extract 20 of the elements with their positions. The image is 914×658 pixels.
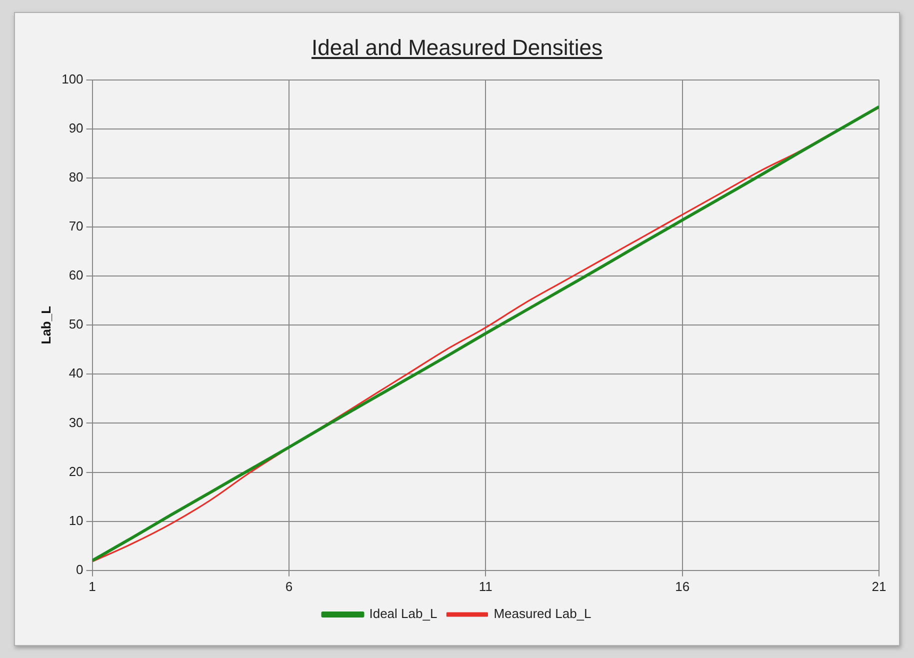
- y-tick-label: 50: [68, 316, 84, 332]
- x-tick-label: 6: [285, 578, 293, 594]
- y-tick-label: 40: [68, 366, 84, 381]
- y-tick-label: 70: [68, 218, 84, 234]
- x-tick-label: 21: [872, 578, 886, 594]
- y-axis-title: Lab_L: [38, 306, 54, 344]
- y-tick-label: 20: [68, 464, 84, 479]
- chart-title: Ideal and Measured Densities: [310, 35, 604, 61]
- x-tick-label: 1: [88, 578, 96, 594]
- y-tick-label: 80: [68, 170, 84, 184]
- y-tick-label: 90: [68, 120, 84, 136]
- legend-label: Measured Lab_L: [494, 606, 592, 622]
- legend-label: Ideal Lab_L: [369, 606, 438, 622]
- x-tick-label: 16: [675, 578, 690, 594]
- y-tick-label: 30: [68, 414, 84, 430]
- y-tick-label: 60: [68, 268, 84, 283]
- y-tick-label: 100: [62, 71, 84, 86]
- x-tick-label: 11: [478, 578, 492, 594]
- y-tick-label: 0: [76, 562, 84, 577]
- y-tick-label: 10: [68, 512, 84, 528]
